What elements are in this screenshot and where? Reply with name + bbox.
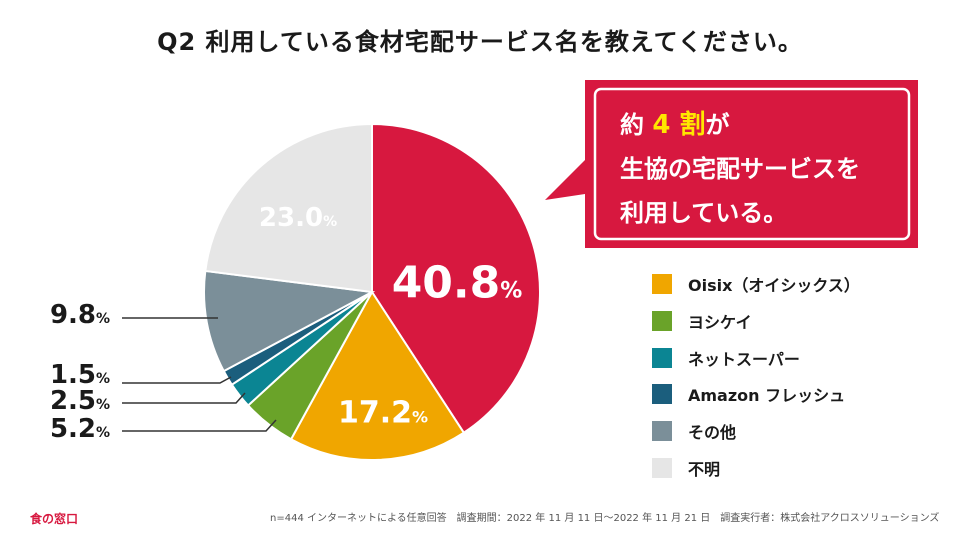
data-label-5: 9.8% bbox=[50, 300, 110, 330]
leader-line-2 bbox=[122, 419, 277, 432]
legend-item-4: Amazon フレッシュ bbox=[652, 376, 860, 413]
data-label-1: 17.2% bbox=[338, 396, 428, 431]
data-label-4: 1.5% bbox=[50, 360, 110, 390]
leader-line-4 bbox=[122, 376, 232, 384]
legend-label: ヨシケイ bbox=[688, 313, 752, 333]
callout-line-2: 生協の宅配サービスを bbox=[620, 155, 860, 183]
callout-line-3: 利用している。 bbox=[620, 199, 788, 227]
pie-slice-5 bbox=[203, 269, 376, 373]
legend-item-6: 不明 bbox=[652, 449, 860, 486]
pie-slice-1 bbox=[289, 290, 466, 461]
legend-item-1: Oisix（オイシックス） bbox=[652, 266, 860, 303]
callout-suffix: が bbox=[705, 111, 730, 139]
data-label-2: 5.2% bbox=[50, 414, 110, 444]
legend-item-5: その他 bbox=[652, 413, 860, 450]
footnote: n=444 インターネットによる任意回答 調査期間：2022 年 11 月 11… bbox=[270, 513, 940, 524]
pie-slice-6 bbox=[204, 122, 373, 294]
legend-swatch bbox=[652, 274, 672, 295]
data-label-0: 40.8% bbox=[392, 257, 523, 308]
callout-bubble bbox=[545, 80, 918, 248]
legend-swatch bbox=[652, 384, 672, 405]
callout-highlight: 4 割 bbox=[652, 110, 706, 140]
legend-swatch bbox=[652, 311, 672, 332]
legend-label: Oisix（オイシックス） bbox=[688, 276, 860, 296]
callout-prefix: 約 bbox=[620, 111, 653, 139]
chart-title: Q2 利用している食材宅配サービス名を教えてください。 bbox=[157, 28, 803, 56]
legend-item-3: ネットスーパー bbox=[652, 339, 860, 376]
legend-label: ネットスーパー bbox=[688, 349, 800, 369]
legend: Oisix（オイシックス） ヨシケイネットスーパー Amazon フレッシュ その他不… bbox=[652, 266, 860, 486]
legend-swatch bbox=[652, 457, 672, 478]
legend-swatch bbox=[652, 421, 672, 442]
leader-line-3 bbox=[122, 392, 246, 404]
legend-label: 不明 bbox=[688, 459, 721, 479]
legend-label: その他 bbox=[688, 423, 737, 443]
brand-logo: 食の窓口 bbox=[30, 512, 79, 526]
data-label-3: 2.5% bbox=[50, 386, 110, 416]
legend-label: Amazon フレッシュ bbox=[688, 386, 846, 406]
data-label-6: 23.0% bbox=[259, 203, 337, 233]
callout-line-1: 約 4 割が bbox=[620, 103, 900, 147]
legend-swatch bbox=[652, 347, 672, 368]
legend-item-2: ヨシケイ bbox=[652, 303, 860, 340]
